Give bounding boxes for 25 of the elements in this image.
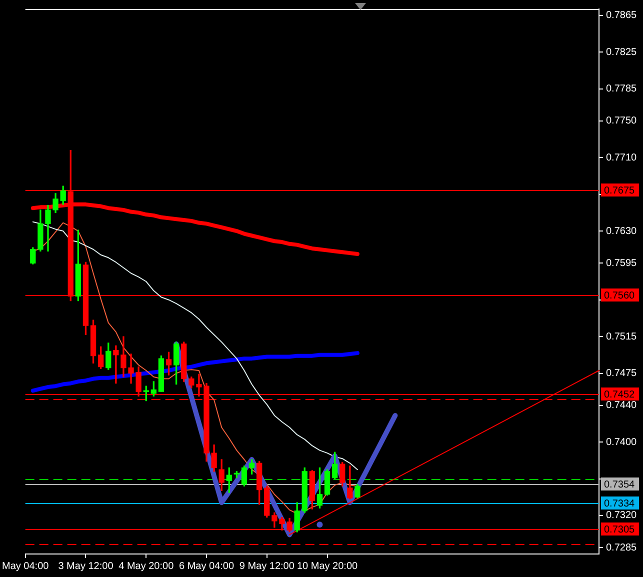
ref-line-label: 0.7675 — [604, 185, 636, 196]
y-tick-label: 0.7320 — [606, 510, 638, 522]
y-tick-label: 0.7630 — [606, 226, 638, 237]
x-tick-label: 9 May 12:00 — [239, 560, 295, 572]
ref-line-label: 0.7305 — [604, 524, 636, 536]
y-tick-label: 0.7515 — [606, 331, 638, 342]
ref-line-label: 0.7560 — [604, 290, 636, 302]
y-tick-label: 0.7475 — [606, 368, 638, 379]
x-tick-label: 6 May 04:00 — [178, 560, 234, 572]
x-tick-label: 10 May 20:00 — [296, 560, 358, 572]
x-tick-label: 3 May 12:00 — [58, 560, 114, 572]
y-tick-label: 0.7595 — [606, 258, 638, 269]
ref-line-label: 0.7452 — [604, 389, 636, 400]
x-tick-label: May 04:00 — [2, 560, 50, 572]
ref-line-label: 0.7354 — [604, 479, 636, 490]
y-tick-label: 0.7865 — [606, 10, 638, 22]
y-tick-label: 0.7825 — [606, 46, 638, 58]
ref-line-label: 0.7334 — [604, 498, 636, 510]
y-tick-label: 0.7400 — [606, 436, 638, 448]
y-tick-label: 0.7285 — [606, 542, 638, 554]
y-tick-label: 0.7750 — [606, 116, 638, 127]
y-tick-label: 0.7440 — [606, 400, 638, 412]
y-tick-label: 0.7710 — [606, 152, 638, 164]
x-tick-label: 4 May 20:00 — [118, 560, 174, 572]
y-tick-label: 0.7785 — [606, 84, 638, 95]
